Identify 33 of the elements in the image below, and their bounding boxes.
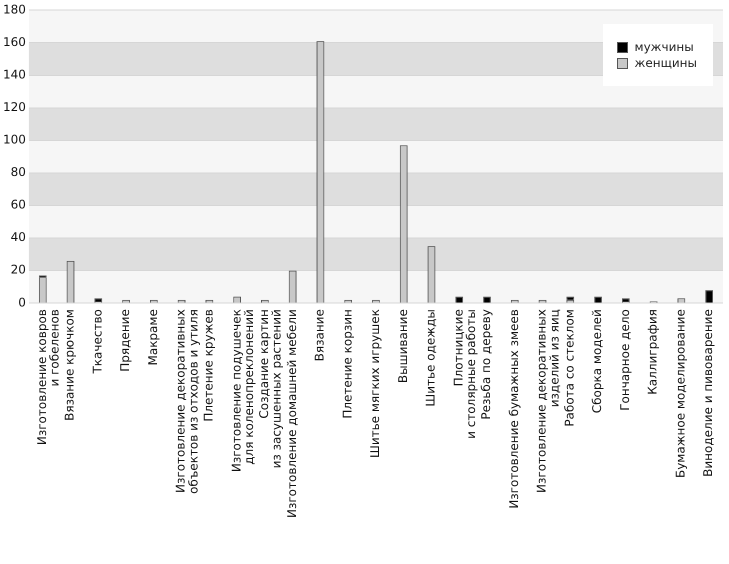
x-tick-label: Изготовление домашней мебели bbox=[284, 309, 299, 518]
x-tick-label: Ткачество bbox=[90, 309, 104, 375]
y-tick-label: 120 bbox=[3, 100, 26, 114]
y-tick-label: 20 bbox=[10, 262, 26, 277]
y-tick-label: 140 bbox=[3, 67, 26, 82]
x-tick-label: Каллиграфия bbox=[646, 309, 660, 395]
y-tick-label: 180 bbox=[3, 2, 26, 16]
x-tick-label: Шитье одежды bbox=[424, 309, 438, 407]
legend-label: женщины bbox=[634, 56, 697, 70]
x-tick-label: Плетение кружев bbox=[201, 309, 216, 422]
x-tick-label: Плотницкие и столярные работы bbox=[451, 309, 478, 439]
y-tick-label: 60 bbox=[10, 198, 26, 212]
x-tick-label: Плетение корзин bbox=[340, 309, 354, 419]
x-tick-label: Изготовление ковров и гобеленов bbox=[34, 309, 62, 446]
x-tick-label: Бумажное моделирование bbox=[673, 309, 688, 478]
y-tick-label: 0 bbox=[18, 295, 26, 310]
y-tick-label: 160 bbox=[3, 34, 26, 49]
x-tick-label: Резьба по дереву bbox=[479, 309, 494, 420]
x-tick-label: Прядение bbox=[118, 309, 132, 372]
x-tick-label: Изготовление бумажных змеев bbox=[506, 309, 521, 509]
x-tick-label: Работа со стеклом bbox=[562, 309, 576, 427]
x-tick-label: Вязание крючком bbox=[62, 309, 77, 421]
x-tick-label: Вышивание bbox=[396, 309, 410, 384]
y-tick-label: 80 bbox=[10, 165, 26, 180]
x-tick-label: Макраме bbox=[146, 309, 160, 366]
x-tick-label: Гончарное дело bbox=[618, 309, 632, 411]
legend-label: мужчины bbox=[634, 40, 695, 54]
y-tick-label: 40 bbox=[10, 230, 26, 244]
y-tick-label: 100 bbox=[3, 132, 26, 147]
x-tick-label: Виноделие и пивоварение bbox=[701, 309, 716, 477]
x-tick-label: Шитье мягких игрушек bbox=[368, 309, 382, 458]
x-tick-label: Сборка моделей bbox=[590, 309, 604, 414]
x-tick-label: Вязание bbox=[312, 309, 327, 362]
